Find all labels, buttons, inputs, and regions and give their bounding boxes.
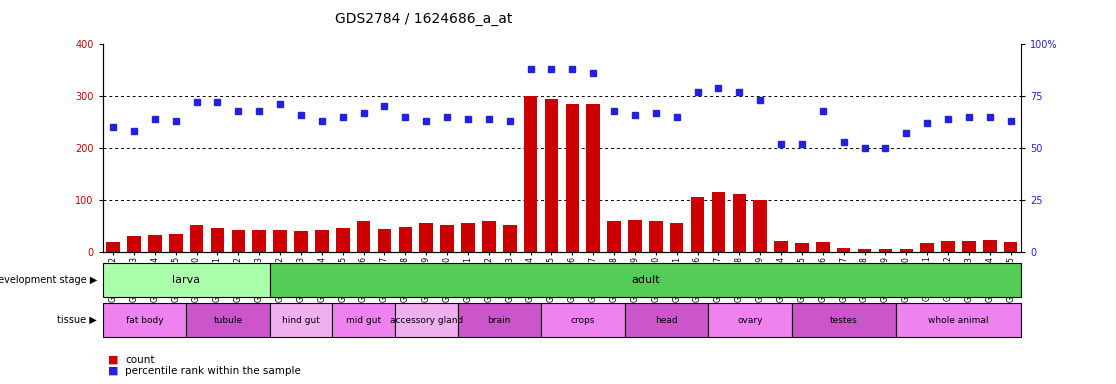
Bar: [503, 225, 517, 252]
FancyBboxPatch shape: [270, 263, 1021, 297]
Bar: [545, 99, 558, 252]
Bar: [420, 223, 433, 252]
FancyBboxPatch shape: [541, 303, 625, 337]
FancyBboxPatch shape: [270, 303, 333, 337]
Bar: [775, 241, 788, 252]
Bar: [941, 241, 955, 252]
Text: hind gut: hind gut: [282, 316, 320, 325]
Bar: [732, 195, 747, 252]
Text: mid gut: mid gut: [346, 316, 382, 325]
Text: adult: adult: [631, 275, 660, 285]
Bar: [357, 222, 371, 252]
Bar: [628, 220, 642, 252]
Bar: [670, 223, 683, 252]
Text: development stage ▶: development stage ▶: [0, 275, 97, 285]
Bar: [566, 104, 579, 252]
FancyBboxPatch shape: [791, 303, 896, 337]
Text: fat body: fat body: [126, 316, 163, 325]
Text: tubule: tubule: [213, 316, 242, 325]
Bar: [650, 222, 663, 252]
Bar: [1004, 242, 1018, 252]
Bar: [398, 227, 412, 252]
Bar: [753, 200, 767, 252]
Bar: [211, 228, 224, 252]
FancyBboxPatch shape: [896, 303, 1021, 337]
FancyBboxPatch shape: [708, 303, 791, 337]
Text: head: head: [655, 316, 677, 325]
Bar: [816, 242, 829, 252]
Text: ■: ■: [108, 355, 118, 365]
FancyBboxPatch shape: [333, 303, 395, 337]
FancyBboxPatch shape: [103, 263, 270, 297]
Bar: [899, 250, 913, 252]
FancyBboxPatch shape: [458, 303, 541, 337]
FancyBboxPatch shape: [186, 303, 270, 337]
Bar: [983, 240, 997, 252]
FancyBboxPatch shape: [103, 303, 186, 337]
Text: GDS2784 / 1624686_a_at: GDS2784 / 1624686_a_at: [336, 12, 512, 25]
Bar: [295, 231, 308, 252]
Bar: [796, 243, 809, 252]
Bar: [169, 234, 183, 252]
Bar: [315, 230, 328, 252]
Bar: [273, 230, 287, 252]
Text: ovary: ovary: [737, 316, 762, 325]
Text: tissue ▶: tissue ▶: [57, 315, 97, 325]
Bar: [878, 250, 892, 252]
Bar: [232, 230, 246, 252]
Bar: [712, 192, 725, 252]
Bar: [252, 230, 266, 252]
Bar: [127, 236, 141, 252]
Bar: [377, 229, 392, 252]
FancyBboxPatch shape: [625, 303, 708, 337]
Bar: [190, 225, 203, 252]
Text: crops: crops: [570, 316, 595, 325]
Text: whole animal: whole animal: [929, 316, 989, 325]
Bar: [586, 104, 600, 252]
Bar: [921, 243, 934, 252]
Bar: [607, 222, 620, 252]
Bar: [482, 222, 496, 252]
Bar: [106, 242, 119, 252]
Bar: [691, 197, 704, 252]
Text: accessory gland: accessory gland: [389, 316, 463, 325]
Bar: [336, 228, 349, 252]
Bar: [523, 96, 538, 252]
Bar: [837, 248, 850, 252]
Text: percentile rank within the sample: percentile rank within the sample: [125, 366, 301, 376]
Text: testes: testes: [830, 316, 857, 325]
Bar: [441, 225, 454, 252]
Bar: [962, 241, 975, 252]
Text: larva: larva: [172, 275, 200, 285]
Text: ■: ■: [108, 366, 118, 376]
Bar: [858, 250, 872, 252]
FancyBboxPatch shape: [395, 303, 458, 337]
Bar: [148, 235, 162, 252]
Text: brain: brain: [488, 316, 511, 325]
Bar: [461, 223, 474, 252]
Text: count: count: [125, 355, 154, 365]
